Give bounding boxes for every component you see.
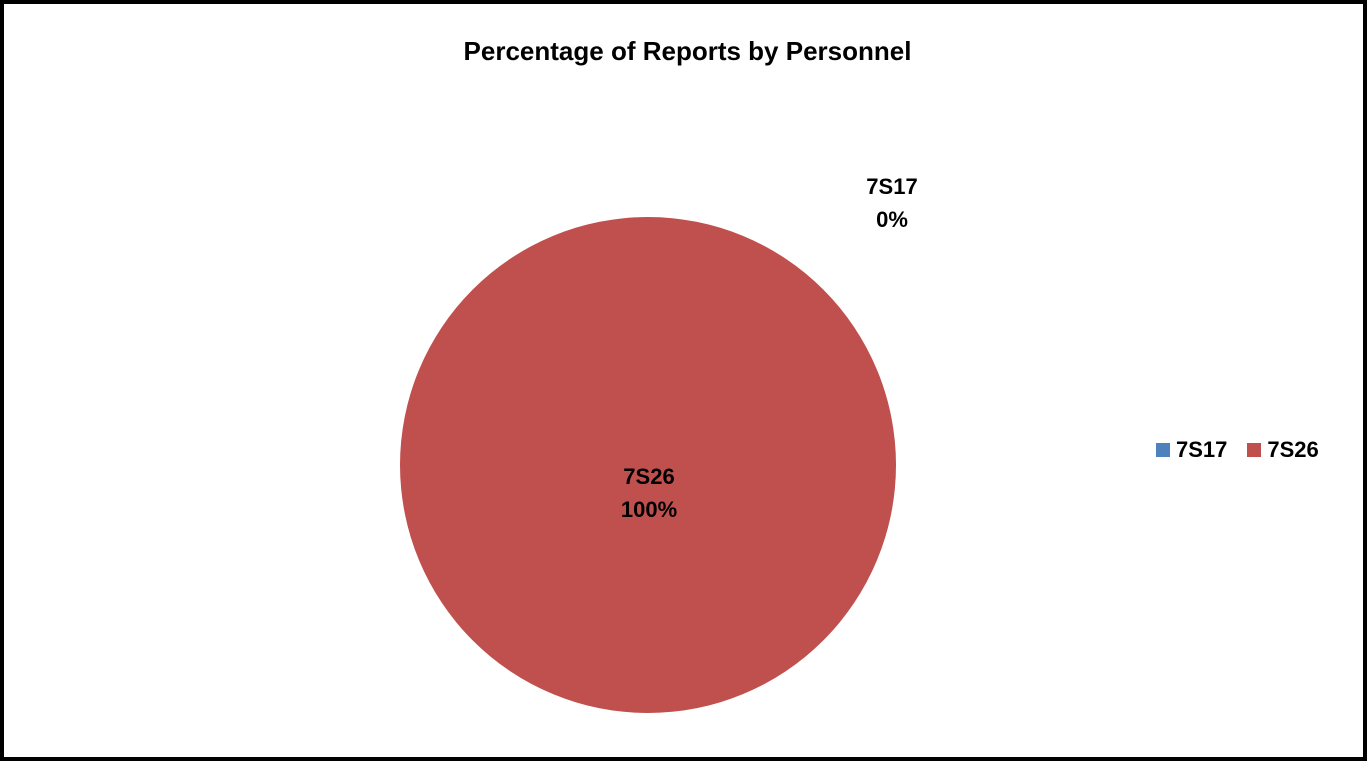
legend-item-7s26: 7S26 — [1247, 437, 1319, 463]
data-label-7s17: 7S17 0% — [832, 170, 952, 236]
chart-title: Percentage of Reports by Personnel — [463, 36, 912, 66]
data-label-7s26-name: 7S26 — [623, 464, 675, 489]
data-label-7s26: 7S26 100% — [589, 460, 709, 526]
legend-label-7s26: 7S26 — [1267, 437, 1319, 462]
data-label-7s26-value: 100% — [620, 497, 678, 522]
pie-chart — [400, 217, 896, 713]
legend-item-7s17: 7S17 — [1156, 437, 1227, 463]
data-label-7s17-name: 7S17 — [866, 174, 918, 199]
data-label-7s17-value: 0% — [876, 207, 908, 232]
legend-swatch-7s17 — [1156, 443, 1170, 457]
legend-label-7s17: 7S17 — [1176, 437, 1228, 462]
legend-swatch-7s26 — [1247, 443, 1262, 457]
pie-slice-7s26 — [400, 217, 896, 713]
legend: 7S17 7S26 — [1156, 437, 1319, 463]
